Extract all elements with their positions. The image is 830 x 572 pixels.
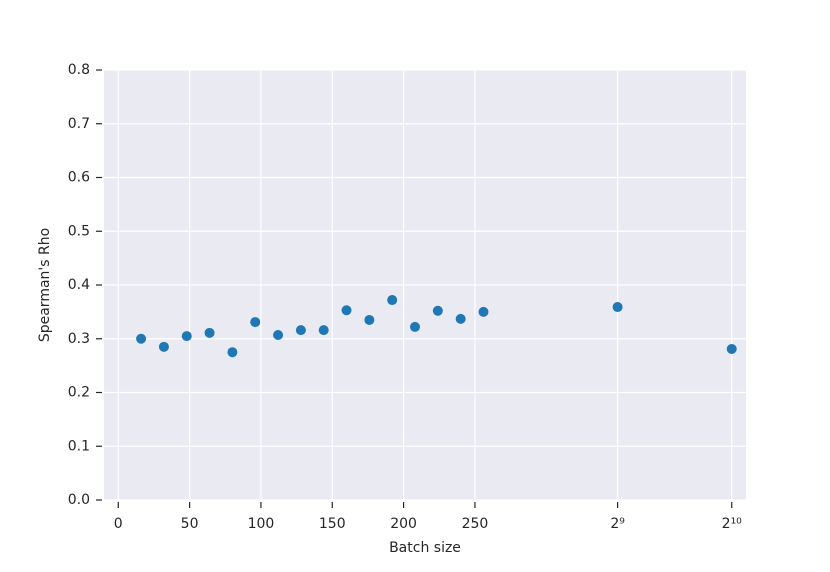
- point: [204, 327, 215, 338]
- y-tick-label: 0.8: [68, 62, 90, 78]
- x-tick-label: 50: [181, 516, 199, 532]
- point: [158, 341, 169, 352]
- x-tick-label: 100: [248, 516, 275, 532]
- y-tick-label: 0.4: [68, 277, 90, 293]
- y-axis-label: Spearman's Rho: [37, 228, 53, 342]
- point: [387, 295, 398, 306]
- y-tick-label: 0.7: [68, 116, 90, 132]
- point: [726, 343, 737, 354]
- y-tick-label: 0.1: [68, 438, 90, 454]
- x-tick-label: 150: [319, 516, 346, 532]
- y-tick-label: 0.2: [68, 385, 90, 401]
- point: [227, 347, 238, 358]
- point: [364, 314, 375, 325]
- x-tick-label: 0: [114, 516, 123, 532]
- y-tick-label: 0.0: [68, 492, 90, 508]
- point: [410, 321, 421, 332]
- point: [250, 317, 261, 328]
- point: [478, 306, 489, 317]
- point: [612, 302, 623, 313]
- point: [455, 313, 466, 324]
- x-tick-label: 2⁹: [610, 516, 625, 532]
- y-tick-label: 0.6: [68, 170, 90, 186]
- y-tick-label: 0.5: [68, 223, 90, 239]
- point: [295, 325, 306, 336]
- x-tick-label: 2¹⁰: [722, 516, 743, 532]
- point: [341, 305, 352, 316]
- point: [181, 331, 192, 342]
- point: [136, 333, 147, 344]
- y-tick-label: 0.3: [68, 331, 90, 347]
- point: [318, 325, 329, 336]
- point: [273, 329, 284, 340]
- x-tick-label: 200: [390, 516, 417, 532]
- point: [432, 305, 443, 316]
- x-tick-label: 250: [462, 516, 489, 532]
- x-axis-label: Batch size: [389, 540, 461, 556]
